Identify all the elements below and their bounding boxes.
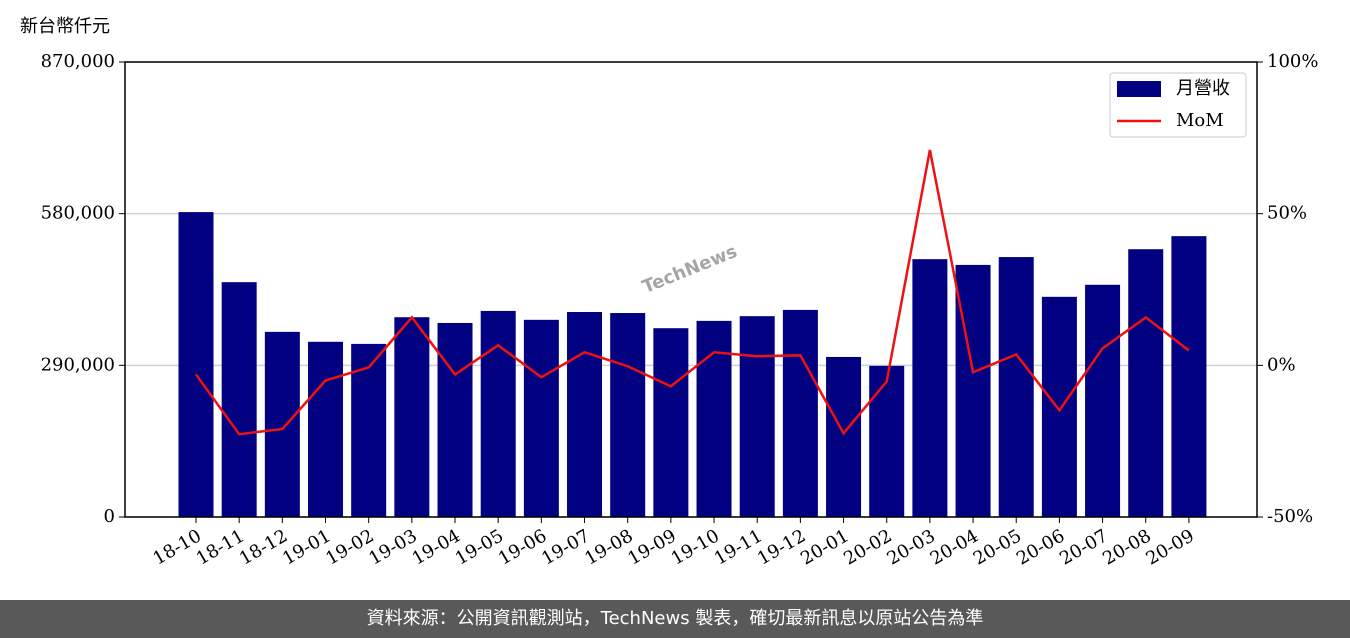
- footer-bar: [0, 600, 1350, 638]
- x-tick-label: 20-01: [797, 525, 852, 569]
- line: [194, 149, 1190, 436]
- bar: [437, 322, 473, 517]
- x-tick-label: 19-06: [495, 525, 550, 569]
- bar: [912, 259, 948, 517]
- x-tick-label: 19-12: [754, 525, 809, 569]
- x-tick-label: 20-04: [927, 525, 982, 569]
- bar: [264, 331, 300, 517]
- bar: [1041, 296, 1077, 517]
- y2-tick-label: 50%: [1267, 203, 1307, 224]
- y2-tick-label: 0%: [1267, 354, 1296, 375]
- bar: [567, 311, 603, 517]
- x-tick-label: 19-05: [452, 525, 507, 569]
- bar: [998, 257, 1034, 517]
- x-tick-label: 18-12: [236, 525, 291, 569]
- bar: [869, 365, 905, 517]
- bar: [610, 313, 646, 517]
- y-tick-label: 0: [104, 506, 115, 527]
- bar: [523, 319, 559, 517]
- x-tick-label: 18-11: [193, 525, 248, 569]
- bar: [1128, 249, 1164, 517]
- x-tick-label: 19-11: [711, 525, 766, 569]
- x-tick-label: 19-07: [538, 525, 593, 569]
- x-tick-label: 20-05: [970, 525, 1025, 569]
- x-tick-label: 20-02: [840, 525, 895, 569]
- bar: [653, 328, 689, 517]
- legend-label: MoM: [1176, 110, 1224, 131]
- x-tick-label: 19-10: [668, 525, 723, 569]
- bar: [178, 212, 214, 517]
- x-tick-label: 20-07: [1056, 525, 1111, 569]
- bar: [394, 317, 430, 517]
- x-tick-label: 20-06: [1013, 525, 1068, 569]
- x-tick-label: 19-02: [322, 525, 377, 569]
- bar: [351, 343, 387, 517]
- x-tick-label: 19-01: [279, 525, 334, 569]
- bar: [480, 310, 516, 517]
- legend-label: 月營收: [1176, 78, 1230, 99]
- bar: [1085, 284, 1121, 517]
- bar: [1171, 236, 1207, 518]
- bar: [826, 356, 862, 517]
- x-tick-label: 20-03: [883, 525, 938, 569]
- watermark: TechNews: [639, 241, 740, 298]
- x-tick-label: 20-08: [1099, 525, 1154, 569]
- x-tick-label: 19-04: [409, 525, 464, 569]
- y-axis-label: 新台幣仟元: [20, 16, 110, 37]
- plot-frame: [124, 61, 1258, 518]
- bar: [308, 341, 344, 517]
- y-tick-label: 870,000: [41, 51, 115, 72]
- x-tick-label: 19-03: [365, 525, 420, 569]
- legend-swatch: [1117, 81, 1161, 97]
- y2-tick-label: 100%: [1267, 51, 1318, 72]
- x-tick-label: 18-10: [150, 525, 205, 569]
- bar: [739, 316, 775, 517]
- x-tick-label: 19-09: [624, 525, 679, 569]
- y-tick-label: 580,000: [41, 203, 115, 224]
- bar: [221, 282, 257, 517]
- footer-text: 資料來源：公開資訊觀測站，TechNews 製表，確切最新訊息以原站公告為準: [367, 608, 984, 629]
- y-tick-label: 290,000: [41, 354, 115, 375]
- bar: [782, 309, 818, 517]
- bar: [696, 320, 732, 517]
- x-tick-label: 20-09: [1142, 525, 1197, 569]
- x-tick-label: 19-08: [581, 525, 636, 569]
- y2-tick-label: -50%: [1267, 506, 1313, 527]
